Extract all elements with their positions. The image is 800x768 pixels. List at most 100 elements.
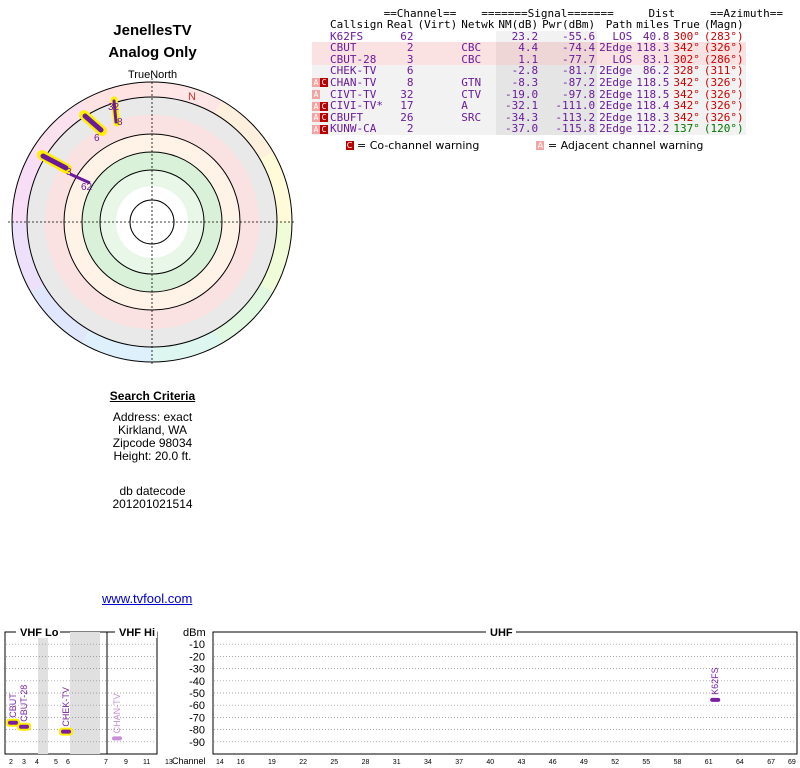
power: -55.6 <box>540 30 598 43</box>
channel-tick: 52 <box>611 759 619 766</box>
distance: 86.2 <box>642 64 670 78</box>
radar-marker-cbut <box>40 153 69 171</box>
radar-marker-chek <box>82 113 104 133</box>
channel-tick: 55 <box>642 759 650 766</box>
criteria-height: Height: 20.0 ft. <box>113 449 192 463</box>
adjacent-channel-text: = Adjacent channel warning <box>547 138 704 152</box>
callsign: CBUFT <box>330 110 364 124</box>
virtual-channel <box>415 100 459 112</box>
path: 2Edge <box>599 122 633 136</box>
channel-tick: 61 <box>705 759 713 766</box>
channel-tick: 37 <box>455 759 463 766</box>
channel-tick: 6 <box>66 759 70 766</box>
true-north-label: TrueNorth <box>128 69 178 81</box>
callsign: CBUT-28 <box>330 52 377 66</box>
noise-margin: 4.4 <box>496 42 541 54</box>
channel-tick: 11 <box>143 759 150 766</box>
power: -111.0 <box>540 100 598 112</box>
distance: 118.4 <box>636 99 670 113</box>
table-row: CBUT 2 CBC 4.4 -74.4 2Edge 118.3 342° (326°) <box>312 42 746 54</box>
azimuth-magnetic: (283°) <box>703 29 744 43</box>
network: A <box>461 99 468 113</box>
virtual-channel <box>415 31 459 43</box>
co-channel-text: = Co-channel warning <box>357 138 480 152</box>
callsign: CHAN-TV <box>330 75 377 89</box>
spectrum-marker-label: CBUT-28 <box>19 685 29 722</box>
azimuth-magnetic: (326°) <box>703 87 744 101</box>
channel-tick: 64 <box>736 759 744 766</box>
noise-margin: -19.0 <box>496 88 541 101</box>
azimuth-magnetic: (326°) <box>703 99 744 113</box>
radar-marker-chan <box>112 99 118 124</box>
dbm-tick: -90 <box>189 737 205 749</box>
real-channel: 6 <box>406 64 414 78</box>
power: -81.7 <box>540 65 598 77</box>
real-channel: 3 <box>406 52 414 66</box>
dbm-tick: -10 <box>189 639 205 651</box>
real-channel: 17 <box>400 99 414 113</box>
noise-margin: -37.0 <box>496 123 541 135</box>
warning-cell <box>312 65 328 77</box>
db-datecode-label: db datecode <box>119 484 186 498</box>
tvfool-link[interactable]: www.tvfool.com <box>102 591 193 606</box>
azimuth-magnetic: (286°) <box>703 52 744 66</box>
svg-text:8: 8 <box>117 117 123 128</box>
noise-margin: -34.3 <box>496 112 541 124</box>
distance: 118.5 <box>636 75 670 89</box>
real-channel: 2 <box>406 122 414 136</box>
channel-axis-label: Channel <box>172 756 206 766</box>
distance: 112.2 <box>636 122 670 136</box>
channel-tick: 3 <box>22 759 26 766</box>
table-row: A C CBUFT 26 SRC -34.3 -113.2 2Edge 118.3 342° (32… <box>312 112 746 124</box>
channel-tick: 5 <box>54 759 58 766</box>
adjacent-channel-warning: A <box>312 113 320 123</box>
table-column-header: Callsign Real (Virt) Netwk NM(dB) Pwr(dB… <box>330 18 744 31</box>
azimuth-magnetic: (120°) <box>703 122 744 136</box>
table-row: A C CHAN-TV 8 GTN -8.3 -87.2 2Edge 118.5 342° (326… <box>312 77 746 89</box>
table-row: CHEK-TV 6 -2.8 -81.7 2Edge 86.2 328° (311°) <box>312 65 746 77</box>
channel-tick: 13 <box>165 759 173 766</box>
noise-margin: -2.8 <box>496 65 541 77</box>
azimuth-magnetic: (326°) <box>703 41 744 55</box>
azimuth-true: 300° <box>673 29 700 43</box>
noise-margin: 1.1 <box>496 54 541 66</box>
real-channel: 32 <box>400 87 414 101</box>
station-grid: Callsign Real (Virt) Netwk NM(dB) Pwr(dB… <box>312 19 746 135</box>
azimuth-true: 342° <box>673 99 700 113</box>
distance: 118.3 <box>636 41 670 55</box>
azimuth-true: 342° <box>673 87 700 101</box>
azimuth-true: 342° <box>673 110 700 124</box>
svg-text:3: 3 <box>66 167 72 178</box>
network: GTN <box>461 75 482 89</box>
vhf-lo-label: VHF Lo <box>20 627 59 639</box>
warning-cell: A <box>312 89 328 101</box>
co-channel-warning: C <box>320 113 328 123</box>
azimuth-magnetic: (311°) <box>703 64 744 78</box>
azimuth-true: 302° <box>673 52 700 66</box>
azimuth-true: 137° <box>673 122 700 136</box>
warning-cell <box>312 54 328 66</box>
virtual-channel <box>415 77 459 89</box>
adjacent-channel-warning: A <box>312 90 320 100</box>
svg-text:62: 62 <box>81 182 93 193</box>
path: 2Edge <box>599 110 633 124</box>
channel-tick: 49 <box>580 759 588 766</box>
table-row: A C KUNW-CA 2 -37.0 -115.8 2Edge 112.2 137° (120°… <box>312 123 746 135</box>
channel-tick: 16 <box>237 759 245 766</box>
table-row: A C CIVI-TV* 17 A -32.1 -111.0 2Edge 118.4 342° (3… <box>312 100 746 112</box>
path: 2Edge <box>599 87 633 101</box>
distance: 118.5 <box>636 87 670 101</box>
real-channel: 62 <box>400 29 414 43</box>
dbm-tick: -30 <box>189 664 205 676</box>
virtual-channel <box>415 54 459 66</box>
network: CTV <box>461 87 482 101</box>
station-table: ==Channel== =======Signal======= Dist ==Azi… <box>312 8 783 152</box>
adjacent-channel-warning: A <box>312 101 320 111</box>
spectrum-chart: VHF Lo VHF Hi UHFdBm-10-20-30-40-50-60-70-… <box>4 626 798 766</box>
criteria-city: Kirkland, WA <box>118 423 187 437</box>
radar-station-markers: 6 32 8 3 62 <box>37 96 123 193</box>
channel-tick: 40 <box>486 759 494 766</box>
path: 2Edge <box>599 64 633 78</box>
real-channel: 8 <box>406 75 414 89</box>
